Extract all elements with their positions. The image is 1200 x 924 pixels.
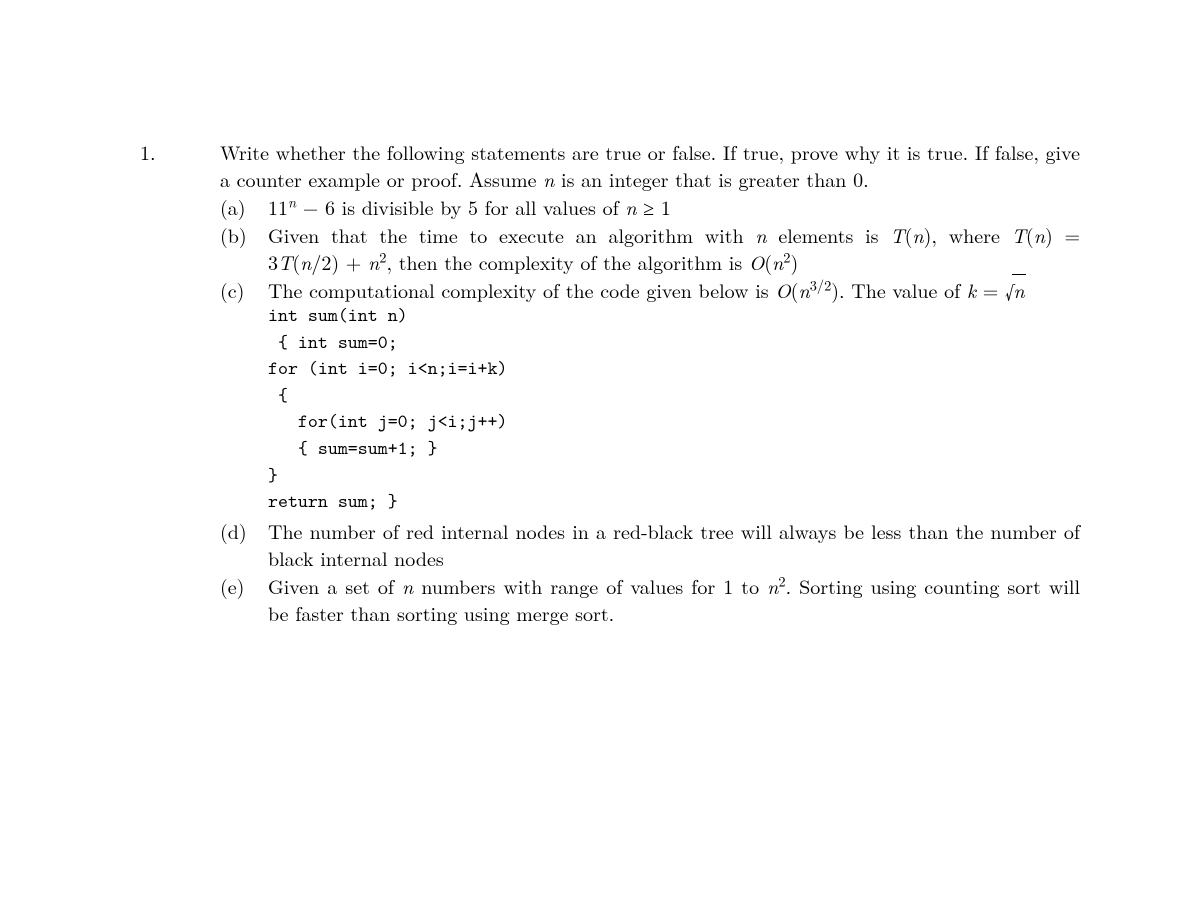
b-p2: ), [924, 220, 937, 249]
b-n5: n [368, 247, 379, 276]
e-exp: 2 [778, 571, 785, 591]
a-suffix: ≥ 1 [637, 192, 671, 221]
c-O: O [775, 275, 790, 304]
c-sqrt: n [1005, 276, 1026, 303]
c-code-block: int sum(int n) { int sum=0; for (int i=0… [268, 303, 1080, 516]
subitem-b: (b) Given that the time to execute an al… [220, 221, 1080, 275]
sub-label-b: (b) [220, 221, 268, 248]
b-p5: ( [764, 247, 772, 276]
b-t3: where [949, 220, 1012, 249]
intro-text-2: is an integer that is greater than 0. [554, 164, 868, 193]
c-t1: The computational complexity of the code… [268, 275, 775, 304]
b-t6: , then the complexity of the algorithm i… [386, 247, 742, 276]
c-t2: value of [892, 275, 966, 304]
b-n3: n [1034, 220, 1045, 249]
sub-body-c: The computational complexity of the code… [268, 276, 1080, 516]
a-base: 11 [268, 192, 288, 221]
e-t2: numbers with range of values for 1 to [413, 571, 767, 600]
subitem-d: (d) The number of red internal nodes in … [220, 517, 1080, 571]
page: 1. Write whether the following statement… [0, 0, 1200, 666]
sub-body-d: The number of red internal nodes in a re… [268, 517, 1080, 571]
problem-intro: Write whether the following statements a… [220, 138, 1080, 192]
c-exp: 3/2 [810, 275, 832, 295]
b-t1: Given that the time to execute an algori… [268, 220, 755, 249]
e-n2: n [767, 571, 778, 600]
b-n4: n [300, 247, 311, 276]
sub-body-a: 11n − 6 is divisible by 5 for all values… [268, 193, 1080, 220]
b-p6: ) [790, 247, 798, 276]
b-n6: n [772, 247, 783, 276]
a-var: n [625, 192, 636, 221]
subitem-e: (e) Given a set of n numbers with range … [220, 572, 1080, 626]
b-T3: T [278, 247, 292, 276]
sub-body-b: Given that the time to execute an algori… [268, 221, 1080, 275]
c-k: k [967, 275, 976, 304]
subitem-a: (a) 11n − 6 is divisible by 5 for all va… [220, 193, 1080, 220]
sub-label-e: (e) [220, 572, 268, 599]
c-sqrt-n: n [1012, 274, 1025, 304]
c-n1: n [798, 275, 809, 304]
e-n1: n [402, 571, 413, 600]
b-p4: ( [292, 247, 300, 276]
problem-1: 1. Write whether the following statement… [140, 138, 1080, 626]
b-n2: n [912, 220, 923, 249]
sub-body-e: Given a set of n numbers with range of v… [268, 572, 1080, 626]
b-p3: ( [1026, 220, 1034, 249]
e-t1: Given a set of [268, 571, 402, 600]
b-O: O [749, 247, 764, 276]
problem-body: Write whether the following statements a… [220, 138, 1080, 626]
sub-label-a: (a) [220, 193, 268, 220]
sub-label-c: (c) [220, 276, 268, 303]
b-t5: /2) + [311, 247, 368, 276]
intro-var-n: n [543, 164, 554, 193]
sub-label-d: (d) [220, 517, 268, 544]
c-line1: The computational complexity of the code… [268, 276, 1080, 303]
a-mid: − 6 is divisible by 5 for all values of [296, 192, 625, 221]
b-t2: elements is [767, 220, 891, 249]
c-eq: = [976, 275, 1005, 304]
b-T1: T [890, 220, 904, 249]
c-p2: ). The [831, 275, 885, 304]
b-n1: n [755, 220, 766, 249]
a-exp: n [288, 192, 296, 212]
problem-number: 1. [140, 138, 220, 165]
subitem-c: (c) The computational complexity of the … [220, 276, 1080, 516]
b-T2: T [1012, 220, 1026, 249]
